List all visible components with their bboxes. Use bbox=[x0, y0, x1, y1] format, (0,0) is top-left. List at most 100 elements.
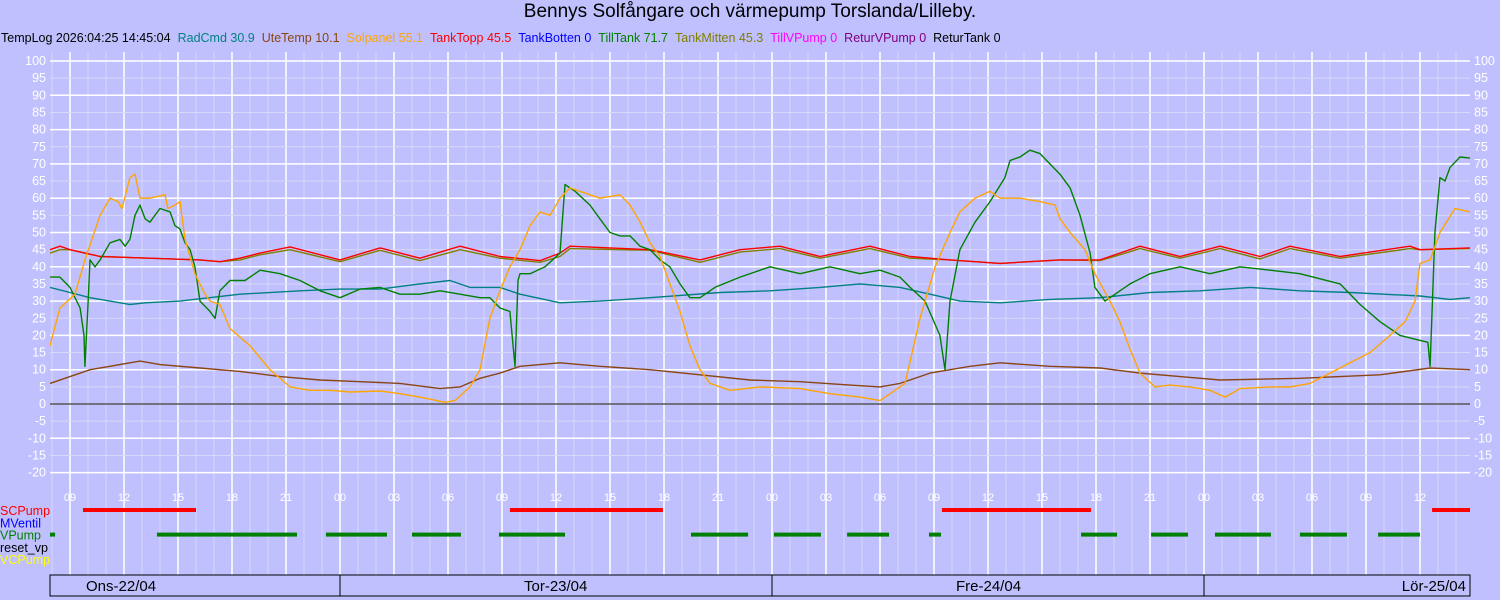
day-label: Tor-23/04 bbox=[524, 578, 587, 595]
legend-item: ReturTank 0 bbox=[933, 31, 1001, 45]
y-tick-label-right: 70 bbox=[1474, 157, 1488, 171]
state-bar-vpump bbox=[50, 532, 56, 537]
hour-tick-label: 06 bbox=[874, 492, 886, 504]
legend-item: ReturVPump 0 bbox=[844, 31, 927, 45]
y-tick-label-right: 60 bbox=[1474, 191, 1488, 205]
series-line-tilltank bbox=[50, 149, 1470, 371]
y-tick-label-left: 25 bbox=[32, 311, 46, 325]
hour-tick-label: 00 bbox=[334, 492, 346, 504]
legend: TempLog 2026:04:25 14:45:04 RadCmd 30.9 Ut… bbox=[1, 31, 1008, 45]
series-line-tanktopp bbox=[50, 245, 1470, 265]
y-tick-label-left: 40 bbox=[32, 260, 46, 274]
hour-tick-label: 00 bbox=[766, 492, 778, 504]
y-tick-label-left: 100 bbox=[25, 54, 46, 68]
hour-tick-label: 12 bbox=[982, 492, 994, 504]
y-tick-label-left: 85 bbox=[32, 105, 46, 119]
hour-tick-label: 06 bbox=[1306, 492, 1318, 504]
series-line-solpanel bbox=[50, 173, 1470, 403]
y-tick-label-left: 55 bbox=[32, 208, 46, 222]
y-tick-label-right: 65 bbox=[1474, 174, 1488, 188]
hour-tick-label: 12 bbox=[550, 492, 562, 504]
day-axis bbox=[49, 574, 1471, 597]
state-bar-scpump bbox=[509, 508, 663, 512]
hour-tick-label: 21 bbox=[712, 492, 724, 504]
y-tick-label-right: 80 bbox=[1474, 123, 1488, 137]
y-tick-label-left: 45 bbox=[32, 243, 46, 257]
day-label: Lör-25/04 bbox=[1402, 578, 1466, 595]
y-tick-label-left: 10 bbox=[32, 363, 46, 377]
y-tick-label-left: 0 bbox=[39, 397, 46, 411]
y-tick-label-left: 75 bbox=[32, 140, 46, 154]
state-bar-scpump bbox=[82, 508, 196, 512]
hour-tick-label: 09 bbox=[928, 492, 940, 504]
y-tick-label-right: 90 bbox=[1474, 88, 1488, 102]
state-label-reset_vp: reset_vp bbox=[0, 541, 48, 555]
y-tick-label-left: 90 bbox=[32, 88, 46, 102]
y-tick-label-left: 50 bbox=[32, 226, 46, 240]
state-bar-vpump bbox=[156, 532, 297, 537]
y-tick-label-right: -15 bbox=[1474, 448, 1492, 462]
legend-item: Solpanel 55.1 bbox=[346, 31, 423, 45]
hour-tick-label: 18 bbox=[226, 492, 238, 504]
y-tick-label-left: 95 bbox=[32, 71, 46, 85]
state-bar-vpump bbox=[1214, 532, 1271, 537]
state-bar-vpump bbox=[1299, 532, 1347, 537]
legend-item: TempLog 2026:04:25 14:45:04 bbox=[1, 31, 171, 45]
state-bar-vpump bbox=[1151, 532, 1188, 537]
legend-item: TankBotten 0 bbox=[518, 31, 592, 45]
y-tick-label-left: 80 bbox=[32, 123, 46, 137]
legend-item: RadCmd 30.9 bbox=[177, 31, 255, 45]
day-label: Fre-24/04 bbox=[956, 578, 1021, 595]
state-bar-vpump bbox=[498, 532, 565, 537]
hour-tick-label: 15 bbox=[604, 492, 616, 504]
hour-tick-label: 09 bbox=[1360, 492, 1372, 504]
chart-title: Bennys Solfångare och värmepump Torsland… bbox=[523, 1, 977, 22]
state-bar-vpump bbox=[691, 532, 749, 537]
series-line-radcmd bbox=[50, 279, 1470, 306]
legend-item: UteTemp 10.1 bbox=[261, 31, 340, 45]
day-label: Ons-22/04 bbox=[86, 578, 156, 595]
state-label-scpump: SCPump bbox=[0, 504, 50, 518]
y-tick-label-right: 100 bbox=[1474, 54, 1495, 68]
y-tick-label-right: 5 bbox=[1474, 380, 1481, 394]
y-tick-label-right: 25 bbox=[1474, 311, 1488, 325]
hour-tick-label: 09 bbox=[64, 492, 76, 504]
y-tick-label-left: -10 bbox=[28, 431, 46, 445]
state-bar-vpump bbox=[1081, 532, 1118, 537]
y-tick-label-left: 5 bbox=[39, 380, 46, 394]
hour-tick-label: 00 bbox=[1198, 492, 1210, 504]
hour-tick-label: 15 bbox=[172, 492, 184, 504]
y-tick-label-right: 40 bbox=[1474, 260, 1488, 274]
state-bar-vpump bbox=[773, 532, 821, 537]
y-tick-label-left: 60 bbox=[32, 191, 46, 205]
y-tick-label-left: -15 bbox=[28, 448, 46, 462]
y-tick-label-right: 50 bbox=[1474, 226, 1488, 240]
hour-tick-label: 03 bbox=[1252, 492, 1264, 504]
y-tick-label-left: -20 bbox=[28, 466, 46, 480]
y-tick-label-right: 55 bbox=[1474, 208, 1488, 222]
state-bar-vpump bbox=[928, 532, 942, 537]
y-tick-label-right: 20 bbox=[1474, 328, 1488, 342]
hour-tick-label: 21 bbox=[280, 492, 292, 504]
series-line-tankmitten bbox=[50, 247, 1470, 265]
y-tick-label-right: 30 bbox=[1474, 294, 1488, 308]
state-bar-scpump bbox=[941, 508, 1091, 512]
state-label-vpump: VPump bbox=[0, 529, 41, 543]
y-tick-label-right: 45 bbox=[1474, 243, 1488, 257]
state-bar-vpump bbox=[325, 532, 387, 537]
y-tick-label-left: 70 bbox=[32, 157, 46, 171]
legend-item: TankMitten 45.3 bbox=[675, 31, 764, 45]
hour-tick-label: 09 bbox=[496, 492, 508, 504]
hour-tick-label: 03 bbox=[820, 492, 832, 504]
y-tick-label-right: -20 bbox=[1474, 466, 1492, 480]
y-tick-label-right: 85 bbox=[1474, 105, 1488, 119]
legend-item: TillVPump 0 bbox=[770, 31, 838, 45]
y-tick-label-right: 75 bbox=[1474, 140, 1488, 154]
state-bar-vpump bbox=[847, 532, 889, 537]
hour-tick-label: 18 bbox=[658, 492, 670, 504]
hour-tick-label: 18 bbox=[1090, 492, 1102, 504]
y-tick-label-left: 20 bbox=[32, 328, 46, 342]
series-line-utetemp bbox=[50, 360, 1470, 390]
state-bar-vpump bbox=[1378, 532, 1420, 537]
